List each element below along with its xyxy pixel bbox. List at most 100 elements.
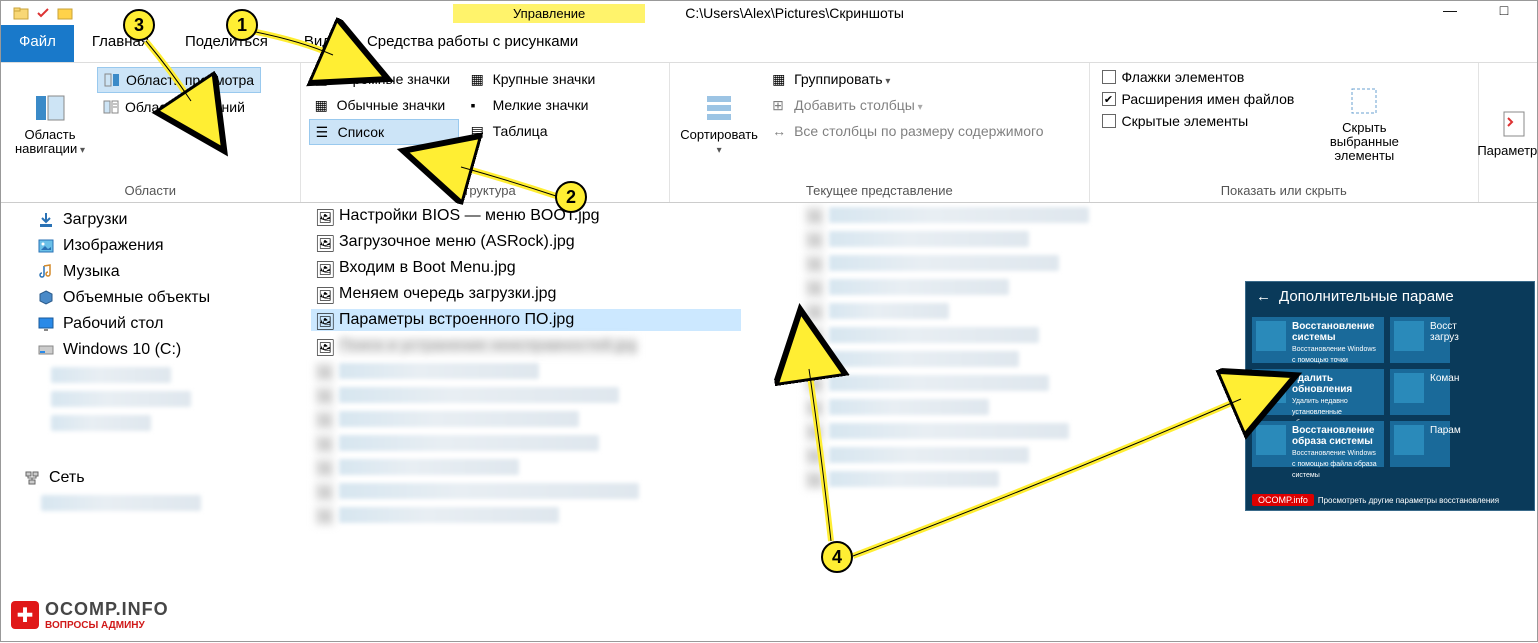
file-item-blur: 🖼Поиск и устранение неисправностей.jpg: [311, 335, 741, 357]
options-button[interactable]: Параметры: [1487, 67, 1537, 200]
tab-picture-tools[interactable]: Средства работы с рисунками: [349, 25, 596, 62]
size-columns-button[interactable]: ↔Все столбцы по размеру содержимого: [766, 119, 1049, 143]
group-current-view: Сортировать ▦Группировать ⊞Добавить стол…: [670, 63, 1089, 202]
watermark-subtitle: ВОПРОСЫ АДМИНУ: [45, 620, 169, 631]
preview-tile: Коман: [1390, 369, 1450, 415]
extensions-toggle[interactable]: Расширения имен файлов: [1098, 89, 1299, 109]
add-columns-button[interactable]: ⊞Добавить столбцы: [766, 93, 1049, 117]
file-item-blur: 🖼: [801, 373, 1231, 393]
checkbox-on-icon: [1102, 92, 1116, 106]
preview-pane-label: Область просмотра: [126, 72, 254, 88]
image-file-icon: 🖼: [315, 260, 331, 276]
group-layout-label: Структура: [309, 181, 662, 200]
file-column-1: 🖼Настройки BIOS — меню BOOT.jpg 🖼Загрузо…: [311, 205, 741, 641]
add-col-icon: ⊞: [772, 97, 788, 113]
drive-icon: [37, 341, 55, 359]
details-icon: ▤: [471, 123, 487, 139]
small-icon: ▪: [471, 97, 487, 113]
navigation-pane: Загрузки Изображения Музыка Объемные объ…: [1, 203, 301, 643]
preview-tile: Восстановление образа системыВосстановле…: [1252, 421, 1384, 467]
file-item-blur: 🖼: [801, 421, 1231, 441]
yellow-folder-icon[interactable]: [57, 5, 73, 21]
file-item-blur: 🖼: [311, 433, 741, 453]
contextual-tab-header: Управление: [453, 4, 645, 23]
list-icon: ☰: [316, 124, 332, 140]
group-layout: ▦Огромные значки ▦Обычные значки ☰Список…: [301, 63, 671, 202]
layout-small[interactable]: ▪Мелкие значки: [465, 93, 615, 117]
file-item-blur: 🖼: [801, 277, 1231, 297]
tab-file[interactable]: Файл: [1, 25, 74, 62]
objects3d-icon: [37, 289, 55, 307]
back-arrow-icon: ←: [1256, 288, 1271, 305]
layout-list[interactable]: ☰Список: [309, 119, 459, 145]
preview-tile: Восст загруз: [1390, 317, 1450, 363]
group-panes: Область навигации Область просмотра Обла…: [1, 63, 301, 202]
nav-windows-drive[interactable]: Windows 10 (C:): [11, 337, 291, 363]
medium-icon: ▦: [315, 97, 331, 113]
nav-3d-objects[interactable]: Объемные объекты: [11, 285, 291, 311]
nav-blur-3: [11, 411, 291, 435]
desktop-icon: [37, 315, 55, 333]
pictures-icon: [37, 237, 55, 255]
size-col-icon: ↔: [772, 123, 788, 139]
preview-footer: OCOMP.info Просмотреть другие параметры …: [1252, 494, 1499, 506]
preview-tiles: Восстановление системыВосстановление Win…: [1246, 311, 1534, 473]
sort-icon: [703, 92, 735, 124]
layout-huge[interactable]: ▦Огромные значки: [309, 67, 459, 91]
image-file-icon: 🖼: [315, 208, 331, 224]
details-pane-button[interactable]: Область сведений: [97, 95, 261, 119]
hide-selected-button[interactable]: Скрыть выбранные элементы: [1304, 67, 1424, 181]
folder-icon[interactable]: [13, 5, 29, 21]
file-item[interactable]: 🖼Меняем очередь загрузки.jpg: [311, 283, 741, 305]
group-by-button[interactable]: ▦Группировать: [766, 67, 1049, 91]
details-pane-icon: [103, 99, 119, 115]
nav-pictures[interactable]: Изображения: [11, 233, 291, 259]
preview-pane-button[interactable]: Область просмотра: [97, 67, 261, 93]
image-file-icon: 🖼: [315, 338, 331, 354]
nav-music[interactable]: Музыка: [11, 259, 291, 285]
details-pane-label: Область сведений: [125, 99, 245, 115]
file-item[interactable]: 🖼Входим в Boot Menu.jpg: [311, 257, 741, 279]
file-item-blur: 🖼: [311, 457, 741, 477]
sort-button[interactable]: Сортировать: [678, 67, 760, 181]
layout-medium[interactable]: ▦Обычные значки: [309, 93, 459, 117]
nav-blur-1: [11, 363, 291, 387]
group-show-hide: Флажки элементов Расширения имен файлов …: [1090, 63, 1479, 202]
huge-icon: ▦: [315, 71, 331, 87]
nav-desktop[interactable]: Рабочий стол: [11, 311, 291, 337]
music-icon: [37, 263, 55, 281]
downloads-icon: [37, 211, 55, 229]
window-buttons: — □: [1427, 2, 1533, 24]
quick-access-toolbar: [13, 5, 73, 21]
image-file-icon: 🖼: [315, 312, 331, 328]
watermark-title: OCOMP.INFO: [45, 599, 169, 620]
file-item[interactable]: 🖼Настройки BIOS — меню BOOT.jpg: [311, 205, 741, 227]
file-item-blur: 🖼: [311, 385, 741, 405]
file-item-blur: 🖼: [311, 409, 741, 429]
file-item-blur: 🖼: [801, 253, 1231, 273]
layout-large[interactable]: ▦Крупные значки: [465, 67, 615, 91]
preview-tile: Парам: [1390, 421, 1450, 467]
nav-network[interactable]: Сеть: [11, 465, 291, 491]
checkbox-icon: [1102, 70, 1116, 84]
group-options: Параметры: [1479, 63, 1537, 202]
file-item-selected[interactable]: 🖼Параметры встроенного ПО.jpg: [311, 309, 741, 331]
nav-downloads[interactable]: Загрузки: [11, 207, 291, 233]
callout-1: 1: [226, 9, 258, 41]
file-item-blur: 🖼: [801, 325, 1231, 345]
maximize-button[interactable]: □: [1481, 2, 1527, 24]
watermark: ✚ OCOMP.INFO ВОПРОСЫ АДМИНУ: [11, 599, 169, 631]
checkboxes-toggle[interactable]: Флажки элементов: [1098, 67, 1299, 87]
hidden-toggle[interactable]: Скрытые элементы: [1098, 111, 1299, 131]
check-icon[interactable]: [35, 5, 51, 21]
layout-details[interactable]: ▤Таблица: [465, 119, 615, 143]
tab-view[interactable]: Вид: [286, 25, 349, 62]
nav-pane-icon: [34, 92, 66, 124]
file-item-blur: 🖼: [801, 301, 1231, 321]
file-item[interactable]: 🖼Загрузочное меню (ASRock).jpg: [311, 231, 741, 253]
minimize-button[interactable]: —: [1427, 2, 1473, 24]
nav-pane-button[interactable]: Область навигации: [9, 67, 91, 181]
image-file-icon: 🖼: [315, 234, 331, 250]
options-icon: [1496, 108, 1528, 140]
file-item-blur: 🖼: [311, 361, 741, 381]
